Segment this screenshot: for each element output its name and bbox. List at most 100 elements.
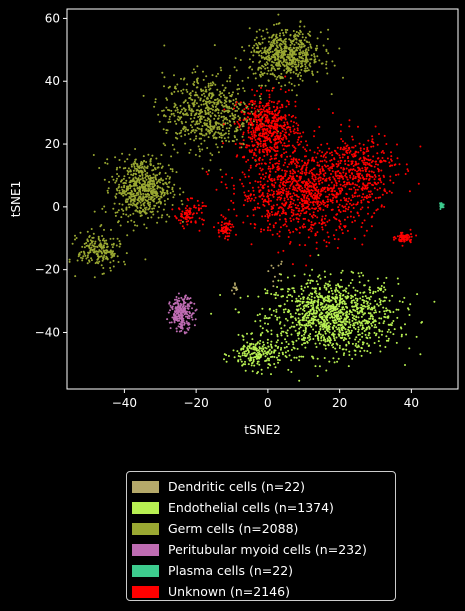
scatter-point <box>319 333 322 336</box>
scatter-point <box>351 295 353 298</box>
scatter-point <box>165 129 168 132</box>
scatter-point <box>368 344 370 347</box>
scatter-point <box>319 277 322 280</box>
scatter-point <box>375 326 378 329</box>
scatter-point <box>223 115 225 118</box>
scatter-point <box>169 304 172 307</box>
scatter-point <box>256 44 259 47</box>
scatter-point <box>241 46 244 49</box>
scatter-point <box>139 201 142 204</box>
scatter-point <box>257 181 259 183</box>
scatter-point <box>302 319 305 322</box>
scatter-point <box>379 303 382 306</box>
scatter-point <box>241 109 244 112</box>
scatter-point <box>298 214 301 217</box>
scatter-point <box>173 74 175 77</box>
scatter-point <box>369 291 372 294</box>
scatter-point <box>253 351 256 354</box>
scatter-point <box>288 163 291 166</box>
scatter-point <box>267 270 270 273</box>
scatter-point <box>372 318 374 320</box>
scatter-point <box>106 257 109 260</box>
scatter-point <box>338 347 341 349</box>
scatter-point <box>248 359 251 362</box>
scatter-point <box>306 60 309 63</box>
scatter-point <box>292 177 295 180</box>
scatter-point <box>297 65 299 68</box>
scatter-point <box>252 343 255 346</box>
scatter-point <box>289 46 292 49</box>
scatter-point <box>315 44 318 47</box>
scatter-point <box>269 178 272 181</box>
scatter-point <box>351 305 354 308</box>
scatter-point <box>319 176 322 179</box>
scatter-point <box>324 205 327 207</box>
scatter-point <box>163 191 166 194</box>
scatter-point <box>313 53 315 55</box>
scatter-point <box>273 363 276 365</box>
scatter-point <box>291 54 294 57</box>
scatter-point <box>247 195 250 198</box>
scatter-point <box>203 139 206 142</box>
scatter-point <box>161 109 164 112</box>
scatter-point <box>326 206 329 208</box>
scatter-point <box>300 355 303 358</box>
scatter-point <box>376 208 379 211</box>
scatter-point <box>263 228 265 231</box>
scatter-point <box>181 220 184 223</box>
scatter-point <box>284 158 287 161</box>
scatter-point <box>181 324 184 327</box>
scatter-point <box>286 290 289 293</box>
scatter-point <box>289 77 292 80</box>
scatter-point <box>310 325 313 328</box>
scatter-point <box>366 297 368 300</box>
scatter-point <box>237 84 239 86</box>
scatter-point <box>318 293 321 296</box>
scatter-point <box>373 306 376 309</box>
scatter-point <box>370 322 373 325</box>
scatter-point <box>215 75 218 78</box>
scatter-point <box>324 340 327 343</box>
scatter-point <box>250 51 253 54</box>
scatter-point <box>144 195 147 198</box>
scatter-point <box>131 180 134 183</box>
scatter-point <box>186 296 189 299</box>
scatter-point <box>325 60 328 63</box>
scatter-point <box>291 59 294 62</box>
scatter-point <box>264 46 267 49</box>
scatter-point <box>331 201 334 204</box>
scatter-point <box>188 108 191 111</box>
scatter-point <box>249 182 251 184</box>
scatter-point <box>199 121 202 124</box>
scatter-point <box>382 152 385 154</box>
scatter-point <box>247 131 250 134</box>
scatter-point <box>276 232 279 235</box>
scatter-point <box>125 252 128 255</box>
scatter-point <box>184 108 187 111</box>
scatter-point <box>294 105 297 108</box>
scatter-point <box>285 190 288 193</box>
scatter-point <box>259 333 262 336</box>
scatter-point <box>254 208 257 211</box>
scatter-point <box>284 351 287 354</box>
scatter-point <box>274 315 277 317</box>
scatter-point <box>277 162 280 165</box>
scatter-point <box>106 251 108 254</box>
scatter-point <box>333 337 336 340</box>
scatter-point <box>126 200 129 203</box>
scatter-point <box>205 122 208 125</box>
scatter-point <box>267 69 270 72</box>
scatter-point <box>341 334 344 337</box>
scatter-point <box>366 301 369 304</box>
scatter-point <box>243 103 246 105</box>
scatter-point <box>337 314 340 317</box>
scatter-point <box>258 28 261 31</box>
scatter-point <box>254 206 256 209</box>
scatter-point <box>312 178 315 181</box>
scatter-point <box>257 202 260 205</box>
scatter-point <box>276 36 279 39</box>
scatter-point <box>253 346 256 349</box>
scatter-point <box>86 254 89 257</box>
scatter-point <box>392 333 395 336</box>
scatter-point <box>298 323 301 326</box>
